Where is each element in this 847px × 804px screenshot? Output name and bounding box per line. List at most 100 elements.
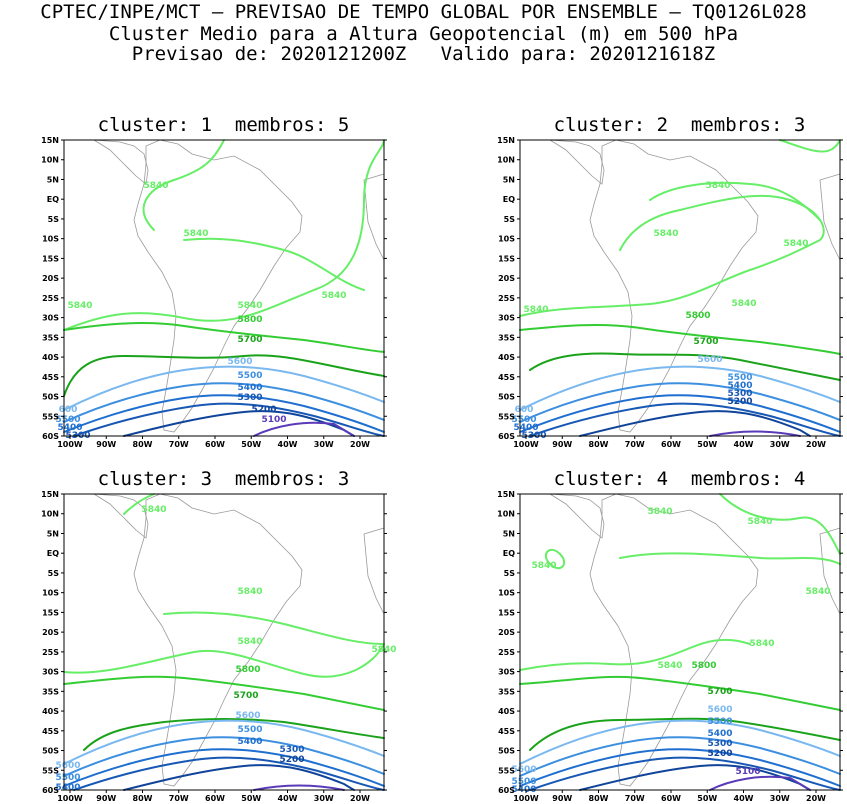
lon-tick-label: 70W [169, 440, 189, 449]
lat-tick-label: 5N [47, 529, 59, 538]
africa-coastline [363, 173, 385, 261]
contour-5400 [519, 394, 841, 433]
lon-tick-label: 20W [350, 440, 370, 449]
lon-tick-label: 20W [350, 794, 370, 803]
lon-tick-label: 100W [57, 794, 83, 803]
lon-tick-label: 50W [697, 794, 717, 803]
contour-5100 [253, 421, 355, 437]
contour-5500 [63, 736, 385, 777]
contour-label: 5600 [227, 357, 252, 367]
contour-5500 [519, 382, 841, 423]
contour-label: 5700 [233, 691, 258, 701]
lat-tick-label: EQ [47, 549, 59, 558]
contour-5840 [123, 493, 155, 515]
contour-5840 [63, 139, 385, 331]
contour-label: 5500 [511, 415, 536, 425]
contour-label: 5840 [237, 587, 262, 597]
contour-label: 5840 [141, 505, 166, 515]
contour-5800 [519, 323, 841, 355]
lat-tick-label: EQ [47, 195, 59, 204]
lat-tick-label: 45S [498, 727, 515, 736]
contour-label: 5700 [693, 337, 718, 347]
contour-label: 5800 [235, 665, 260, 675]
contour-5300 [529, 402, 841, 437]
lat-tick-label: 15S [498, 254, 515, 263]
lat-tick-label: 15N [41, 136, 59, 145]
contour-5400 [63, 748, 385, 787]
contour-5800 [519, 675, 841, 711]
lat-tick-label: EQ [503, 549, 515, 558]
lat-tick-label: 25S [42, 648, 59, 657]
lat-tick-label: 35S [498, 687, 515, 696]
lon-tick-label: 50W [241, 440, 261, 449]
lat-tick-label: 5S [504, 569, 516, 578]
lon-tick-label: 60W [205, 440, 225, 449]
map-frame [63, 139, 385, 437]
contour-label: 5500 [511, 777, 536, 787]
contour-5100 [253, 784, 345, 791]
contour-5200 [579, 410, 811, 437]
contour-label: 5840 [523, 305, 548, 315]
central-america-coastline [93, 493, 149, 539]
lat-tick-label: 55S [498, 766, 515, 775]
contour-5840 [619, 552, 841, 565]
lat-tick-label: 55S [498, 412, 515, 421]
lat-tick-label: 15N [497, 136, 515, 145]
lon-tick-label: 60W [661, 794, 681, 803]
lat-tick-label: 10S [42, 589, 59, 598]
lon-tick-label: 100W [57, 440, 83, 449]
lon-tick-label: 50W [241, 794, 261, 803]
contour-label: 5840 [749, 639, 774, 649]
central-america-coastline [93, 139, 149, 185]
lat-tick-label: 40S [42, 707, 59, 716]
panel-title-1: cluster: 1 membros: 5 [97, 114, 350, 136]
lon-tick-label: 80W [133, 794, 153, 803]
contour-label: 5400 [57, 423, 82, 433]
central-america-coastline [549, 493, 605, 539]
lat-tick-label: 5N [503, 175, 515, 184]
contour-5200 [123, 764, 355, 791]
contour-label: 5300 [727, 389, 752, 399]
contour-5200 [579, 764, 811, 791]
lat-tick-label: 10N [41, 510, 59, 519]
lat-tick-label: 25S [498, 648, 515, 657]
contour-label: 600 [59, 405, 78, 415]
contour-5840 [63, 643, 385, 678]
contour-label: 5840 [531, 561, 556, 571]
contour-label: 5100 [261, 415, 286, 425]
lon-tick-label: 90W [96, 440, 116, 449]
contour-label: 600 [515, 405, 534, 415]
lat-tick-label: 50S [42, 747, 59, 756]
contour-5700 [83, 718, 385, 751]
contour-label: 5800 [237, 315, 262, 325]
africa-coastline [363, 527, 385, 615]
map-frame [63, 493, 385, 791]
lon-tick-label: 30W [314, 794, 334, 803]
panel-title-4: cluster: 4 membros: 4 [553, 468, 806, 490]
contour-label: 5840 [657, 661, 682, 671]
contour-label: 5700 [237, 335, 262, 345]
contour-5600 [63, 719, 385, 765]
header-line-3: Previsao de: 2020121200Z Valido para: 20… [131, 43, 716, 65]
lat-tick-label: EQ [503, 195, 515, 204]
lat-tick-label: 10S [498, 235, 515, 244]
africa-coastline [819, 527, 841, 615]
contour-5840 [779, 139, 841, 153]
contour-5600 [519, 365, 841, 411]
contour-label: 5840 [67, 301, 92, 311]
lat-tick-label: 25S [498, 294, 515, 303]
contour-5600 [63, 365, 385, 411]
south-america-coastline [133, 139, 303, 433]
lon-tick-label: 70W [625, 440, 645, 449]
lat-tick-label: 10N [497, 156, 515, 165]
map-frame [519, 139, 841, 437]
africa-coastline [819, 173, 841, 261]
lat-tick-label: 30S [498, 314, 515, 323]
lon-tick-label: 90W [552, 440, 572, 449]
contour-label: 5200 [279, 755, 304, 765]
lat-tick-label: 10S [42, 235, 59, 244]
lon-tick-label: 60W [205, 794, 225, 803]
lon-tick-label: 100W [513, 794, 539, 803]
lat-tick-label: 5N [47, 175, 59, 184]
